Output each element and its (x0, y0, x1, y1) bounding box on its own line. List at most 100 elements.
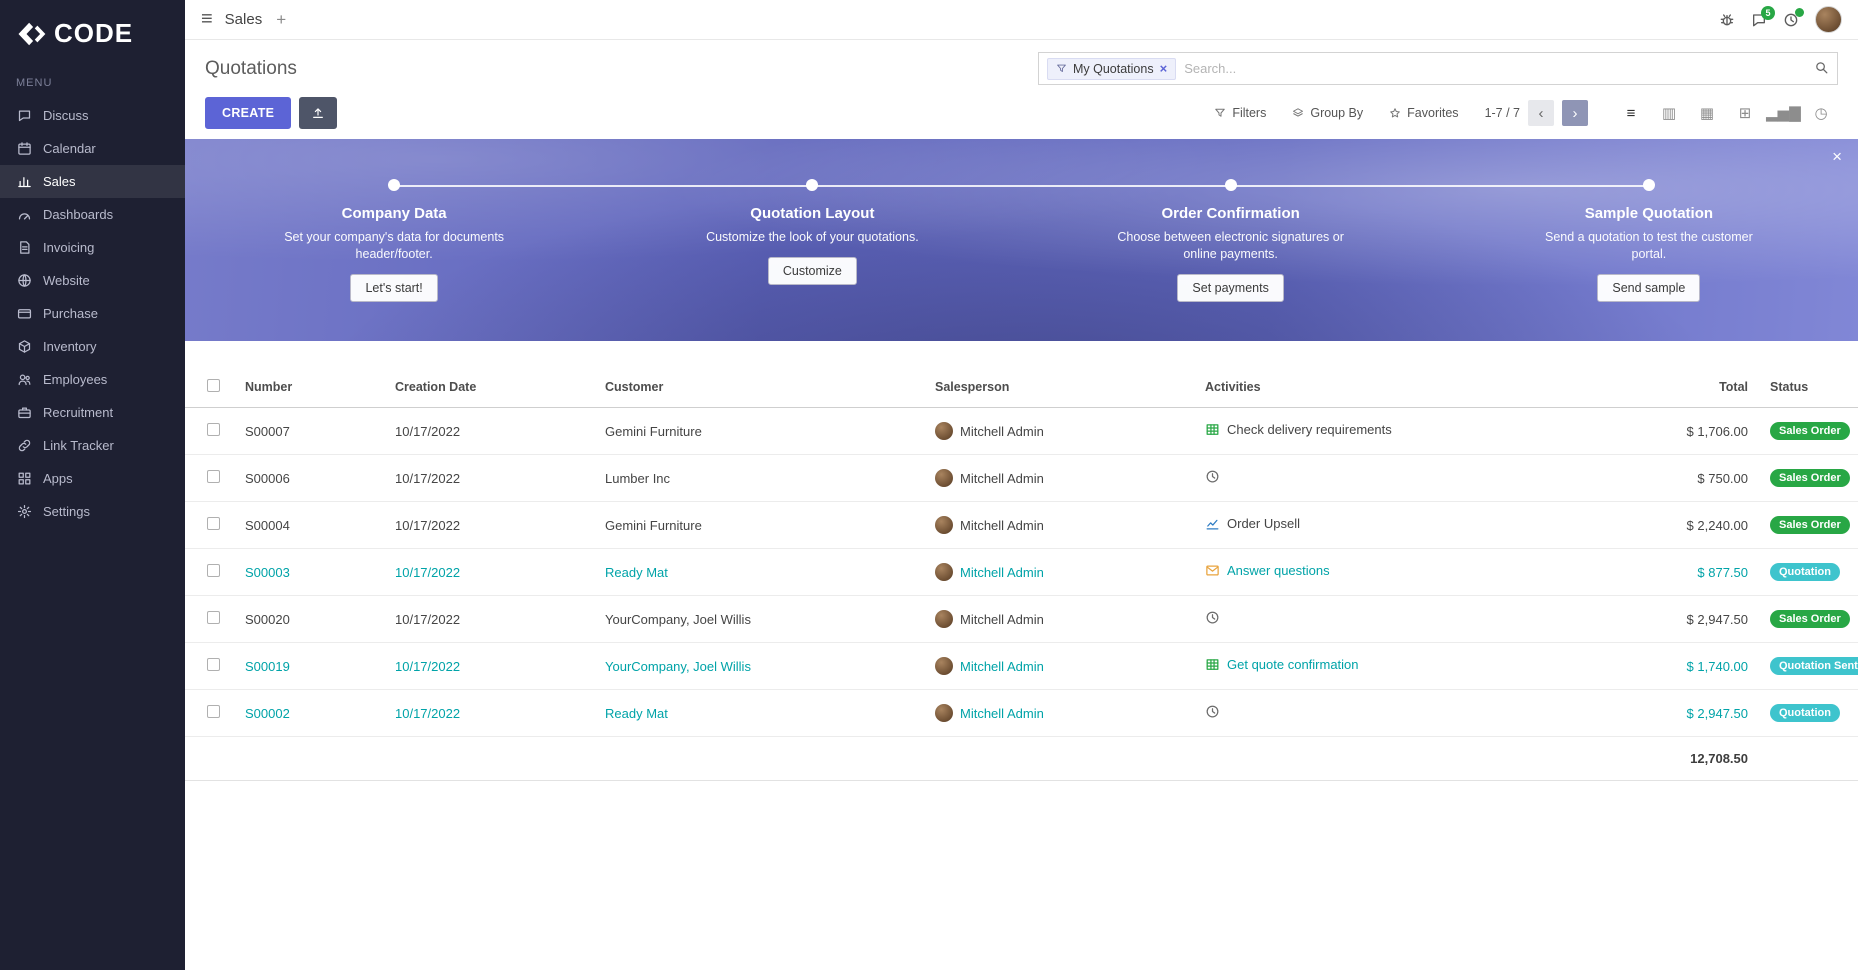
search-facet[interactable]: My Quotations × (1047, 57, 1177, 80)
table-row[interactable]: S00002 10/17/2022 Ready Mat Mitchell Adm… (185, 689, 1858, 737)
activity-label[interactable]: Check delivery requirements (1227, 422, 1392, 437)
activity-label[interactable]: Answer questions (1227, 563, 1330, 578)
creation-date: 10/17/2022 (387, 689, 597, 737)
order-number[interactable]: S00003 (237, 548, 387, 596)
graph-view-button[interactable]: ▂▅▇ (1766, 99, 1801, 127)
sidebar-item[interactable]: Apps (0, 462, 185, 495)
header-creation-date[interactable]: Creation Date (387, 367, 597, 408)
table-row[interactable]: S00004 10/17/2022 Gemini Furniture Mitch… (185, 501, 1858, 549)
order-number[interactable]: S00007 (237, 407, 387, 455)
activity-label[interactable]: Order Upsell (1227, 516, 1300, 531)
facet-funnel-icon (1056, 63, 1067, 74)
row-checkbox[interactable] (207, 517, 220, 530)
customer-name: Gemini Furniture (597, 501, 927, 549)
calendar-view-button[interactable]: ▦ (1690, 99, 1724, 127)
list-view-button[interactable]: ≡ (1614, 99, 1648, 127)
search-icon[interactable] (1814, 60, 1829, 77)
filters-button[interactable]: Filters (1214, 106, 1266, 120)
sidebar-item[interactable]: Calendar (0, 132, 185, 165)
activity-view-button[interactable]: ◷ (1804, 99, 1838, 127)
linechart-icon[interactable] (1205, 516, 1220, 531)
table-row[interactable]: S00003 10/17/2022 Ready Mat Mitchell Adm… (185, 548, 1858, 596)
step-action-button[interactable]: Customize (767, 256, 857, 285)
debug-icon[interactable] (1719, 12, 1735, 28)
kanban-view-button[interactable]: ▥ (1652, 99, 1686, 127)
header-salesperson[interactable]: Salesperson (927, 367, 1197, 408)
header-number[interactable]: Number (237, 367, 387, 408)
header-total[interactable]: Total (1632, 367, 1762, 408)
sidebar-item[interactable]: Purchase (0, 297, 185, 330)
group-by-button[interactable]: Group By (1292, 106, 1363, 120)
row-checkbox[interactable] (207, 423, 220, 436)
pivot-view-button[interactable]: ⊞ (1728, 99, 1762, 127)
order-number[interactable]: S00006 (237, 454, 387, 502)
activities-clock-icon[interactable] (1783, 7, 1804, 28)
sidebar-item[interactable]: Website (0, 264, 185, 297)
step-action-button[interactable]: Send sample (1597, 273, 1701, 302)
current-app-name[interactable]: Sales (224, 11, 263, 28)
sidebar-item[interactable]: Invoicing (0, 231, 185, 264)
envelope-icon[interactable] (1205, 563, 1220, 578)
clock-icon[interactable] (1205, 704, 1220, 719)
select-all-checkbox[interactable] (207, 379, 220, 392)
app-logo[interactable]: CODE (0, 0, 185, 69)
step-action-button[interactable]: Let's start! (350, 273, 438, 302)
onboarding-step: Sample Quotation Send a quotation to tes… (1440, 179, 1858, 341)
order-number[interactable]: S00002 (237, 689, 387, 737)
spreadsheet-icon[interactable] (1205, 657, 1220, 672)
step-action-button[interactable]: Set payments (1177, 273, 1284, 302)
status-badge: Sales Order (1770, 516, 1850, 534)
sidebar-item[interactable]: Settings (0, 495, 185, 528)
main-area: ≡ Sales + 5 Quotations (185, 0, 1858, 970)
add-tab-button[interactable]: + (276, 9, 287, 29)
row-checkbox[interactable] (207, 705, 220, 718)
messages-count-badge: 5 (1761, 5, 1775, 20)
pager-previous-button[interactable]: ‹ (1528, 100, 1554, 126)
user-avatar[interactable] (1815, 6, 1842, 33)
hamburger-menu-icon[interactable]: ≡ (201, 8, 213, 30)
row-checkbox[interactable] (207, 470, 220, 483)
activity-label[interactable]: Get quote confirmation (1227, 657, 1359, 672)
order-number[interactable]: S00019 (237, 642, 387, 690)
order-number[interactable]: S00004 (237, 501, 387, 549)
header-customer[interactable]: Customer (597, 367, 927, 408)
sidebar-item[interactable]: Inventory (0, 330, 185, 363)
row-checkbox[interactable] (207, 611, 220, 624)
order-number[interactable]: S00020 (237, 595, 387, 643)
grand-total: 12,708.50 (1632, 736, 1762, 781)
salesperson-name: Mitchell Admin (960, 518, 1044, 533)
favorites-button[interactable]: Favorites (1389, 106, 1459, 120)
sidebar-item[interactable]: Discuss (0, 99, 185, 132)
clock-icon[interactable] (1205, 610, 1220, 625)
table-row[interactable]: S00019 10/17/2022 YourCompany, Joel Will… (185, 642, 1858, 690)
row-checkbox[interactable] (207, 564, 220, 577)
table-row[interactable]: S00007 10/17/2022 Gemini Furniture Mitch… (185, 407, 1858, 455)
create-button[interactable]: CREATE (205, 97, 292, 129)
header-status[interactable]: Status (1762, 367, 1858, 408)
messages-icon[interactable]: 5 (1751, 5, 1775, 28)
sidebar-item[interactable]: Dashboards (0, 198, 185, 231)
table-header-row: Number Creation Date Customer Salesperso… (185, 367, 1858, 408)
settings-icon (16, 504, 32, 519)
customer-name: Ready Mat (597, 689, 927, 737)
table-footer-row: 12,708.50 (185, 736, 1858, 781)
search-input[interactable] (1184, 61, 1806, 76)
sidebar-item[interactable]: Link Tracker (0, 429, 185, 462)
row-checkbox[interactable] (207, 658, 220, 671)
sidebar-item[interactable]: Recruitment (0, 396, 185, 429)
search-bar[interactable]: My Quotations × (1038, 52, 1838, 85)
customer-name: Lumber Inc (597, 454, 927, 502)
header-activities[interactable]: Activities (1197, 367, 1632, 408)
step-description: Send a quotation to test the customer po… (1544, 230, 1753, 261)
clock-icon[interactable] (1205, 469, 1220, 484)
table-row[interactable]: S00006 10/17/2022 Lumber Inc Mitchell Ad… (185, 454, 1858, 502)
banner-close-icon[interactable]: × (1832, 147, 1842, 166)
spreadsheet-icon[interactable] (1205, 422, 1220, 437)
facet-remove-icon[interactable]: × (1159, 61, 1168, 76)
sidebar-item[interactable]: Sales (0, 165, 185, 198)
sidebar-item[interactable]: Employees (0, 363, 185, 396)
export-button[interactable] (299, 97, 338, 129)
pager-next-button[interactable]: › (1562, 100, 1588, 126)
salesperson-avatar (935, 469, 953, 487)
table-row[interactable]: S00020 10/17/2022 YourCompany, Joel Will… (185, 595, 1858, 643)
